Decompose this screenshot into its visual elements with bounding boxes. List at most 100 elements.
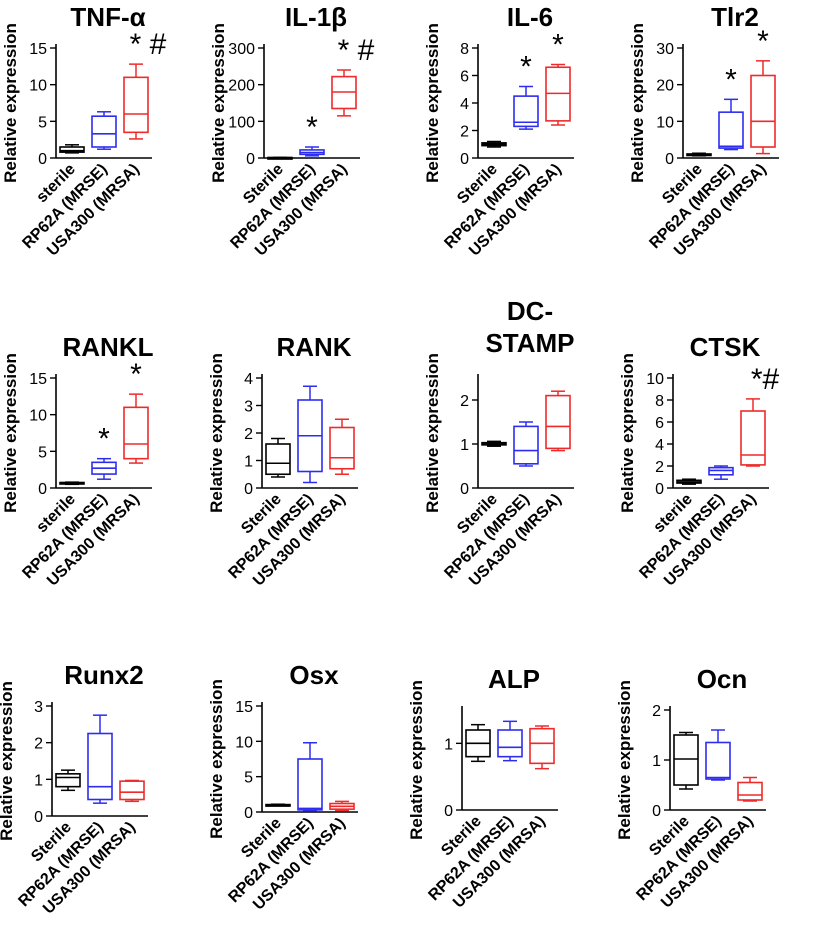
y-axis-label: Relative expression [1, 353, 20, 513]
box-iqr [91, 115, 117, 148]
box-0 [267, 156, 293, 160]
box-iqr [529, 727, 555, 765]
y-tick-label: 4 [460, 96, 469, 113]
significance-mark: * [130, 358, 142, 391]
y-tick-label: 0 [244, 805, 253, 822]
y-tick-label: 0 [460, 481, 469, 498]
y-axis-label: Relative expression [209, 23, 228, 183]
significance-mark: * [306, 111, 318, 144]
box-2 [740, 398, 766, 467]
panel-title: TNF-α [70, 2, 145, 32]
y-axis-label: Relative expression [207, 679, 226, 839]
y-tick-label: 30 [656, 41, 674, 58]
y-tick-label: 300 [228, 41, 255, 58]
panel-title: STAMP [485, 328, 574, 358]
box-2 [545, 63, 571, 126]
y-tick-label: 6 [655, 415, 664, 432]
significance-mark: * [520, 51, 532, 84]
box-1 [299, 146, 325, 157]
y-tick-label: 4 [655, 437, 664, 454]
box-0 [465, 723, 491, 763]
box-1 [705, 729, 731, 781]
y-tick-label: 5 [244, 770, 253, 787]
y-tick-label: 1 [460, 437, 469, 454]
box-iqr [497, 729, 523, 758]
panel-title: IL-6 [507, 2, 553, 32]
y-tick-label: 2 [460, 393, 469, 410]
y-axis-label: Relative expression [615, 680, 634, 840]
box-1 [513, 421, 539, 467]
box-1 [297, 741, 323, 812]
box-1 [91, 111, 117, 150]
y-tick-label: 0 [665, 151, 674, 168]
significance-mark: * [757, 25, 769, 58]
box-1 [297, 385, 323, 484]
box-iqr [740, 410, 766, 466]
y-tick-label: 1 [444, 736, 453, 753]
panel-title: Ocn [697, 664, 748, 694]
box-2 [545, 390, 571, 452]
y-tick-label: 2 [655, 459, 664, 476]
significance-mark: * [552, 29, 564, 62]
y-tick-label: 6 [460, 69, 469, 86]
box-iqr [673, 734, 699, 786]
y-tick-label: 1 [244, 454, 253, 471]
box-1 [708, 465, 734, 480]
box-2 [737, 776, 763, 802]
box-iqr [737, 781, 763, 801]
panel-title: RANKL [63, 332, 154, 362]
panel-title: Runx2 [64, 660, 143, 690]
y-tick-label: 0 [460, 151, 469, 168]
box-iqr [123, 76, 149, 134]
y-tick-label: 4 [244, 371, 253, 388]
y-tick-label: 15 [235, 699, 253, 716]
box-iqr [708, 466, 734, 476]
y-tick-label: 5 [38, 444, 47, 461]
box-2 [331, 69, 357, 117]
panel-title: IL-1β [285, 2, 347, 32]
box-iqr [297, 758, 323, 811]
box-iqr [513, 425, 539, 465]
box-iqr [87, 732, 113, 801]
significance-mark: * [725, 63, 737, 96]
significance-mark: * # [130, 28, 167, 61]
y-tick-label: 2 [34, 736, 43, 753]
y-axis-label: Relative expression [423, 23, 442, 183]
y-tick-label: 2 [244, 426, 253, 443]
box-2 [329, 418, 355, 475]
box-iqr [513, 95, 539, 128]
y-axis-label: Relative expression [1, 23, 20, 183]
box-iqr [329, 426, 355, 470]
y-tick-label: 15 [29, 41, 47, 58]
box-iqr [55, 773, 81, 788]
box-iqr [119, 780, 145, 801]
box-iqr [123, 406, 149, 460]
panel-title: Tlr2 [711, 2, 759, 32]
box-iqr [545, 394, 571, 450]
y-axis-label: Relative expression [207, 353, 226, 513]
box-1 [87, 714, 113, 804]
y-tick-label: 8 [460, 41, 469, 58]
y-tick-label: 100 [228, 114, 255, 131]
y-axis-label: Relative expression [0, 681, 16, 841]
y-tick-label: 2 [460, 124, 469, 141]
box-2 [529, 725, 555, 770]
y-tick-label: 3 [34, 699, 43, 716]
panel-title: CTSK [690, 332, 761, 362]
box-2 [750, 60, 776, 155]
box-0 [55, 769, 81, 792]
y-tick-label: 10 [29, 408, 47, 425]
y-tick-label: 0 [34, 809, 43, 826]
y-tick-label: 200 [228, 78, 255, 95]
box-0 [265, 437, 291, 478]
y-tick-label: 10 [646, 371, 664, 388]
